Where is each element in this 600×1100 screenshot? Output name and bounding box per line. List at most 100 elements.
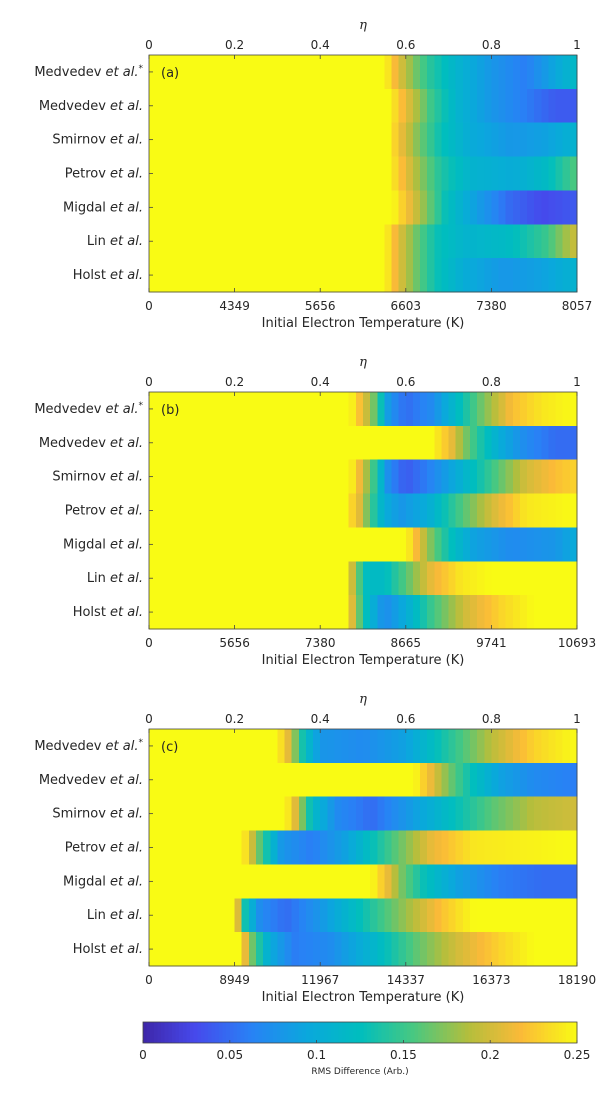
heatmap-cell [377,796,385,832]
heatmap-cell [370,224,378,259]
heatmap-cell [163,898,171,933]
row-label: Medvedev et al.* [34,64,143,80]
colorbar-swatch [331,1022,336,1043]
heatmap-cell [391,190,400,225]
heatmap-cell [405,55,414,90]
heatmap-cell [384,392,393,427]
heatmap-cell [562,830,571,866]
heatmap-cell [270,830,278,866]
heatmap-cell [470,595,478,630]
heatmap-cell [206,190,214,225]
heatmap-cell [313,156,321,192]
heatmap-cell [484,224,492,259]
heatmap-cell [562,459,571,495]
heatmap-cell [320,190,328,225]
heatmap-cell [170,88,179,124]
heatmap-cell [569,561,578,596]
heatmap-cell [548,258,557,293]
heatmap-cell [348,830,357,866]
heatmap-cell [241,595,250,630]
heatmap-cell [355,762,364,798]
heatmap-cell [491,425,500,461]
heatmap-cell [370,762,378,798]
heatmap-cell [206,830,214,866]
heatmap-cell [555,190,564,225]
heatmap-cell [341,190,350,225]
heatmap-cell [548,55,557,90]
heatmap-cell [512,55,521,90]
heatmap-cell [170,156,179,192]
heatmap-cell [377,392,385,427]
heatmap-cell [527,459,535,495]
heatmap-cell [491,392,500,427]
heatmap-cell [434,729,443,764]
heatmap-cell [455,729,464,764]
heatmap-cell [370,898,378,933]
colorbar-swatch [237,1022,242,1043]
heatmap-cell [527,898,535,933]
heatmap-cell [427,459,435,495]
heatmap-cell [191,88,200,124]
colorbar-swatch [439,1022,444,1043]
colorbar-swatch [244,1022,249,1043]
heatmap-cell [227,932,236,967]
heatmap-cell [156,561,164,596]
heatmap-cell [305,830,314,866]
heatmap-cell [206,932,214,967]
heatmap-cell [434,258,443,293]
heatmap-cell [248,493,257,529]
heatmap-cell [505,156,514,192]
plot-frame [148,728,578,967]
colorbar-swatch [378,1022,383,1043]
heatmap-cell [291,258,300,293]
x2-axis-label: η [359,355,367,370]
heatmap-cell [206,392,214,427]
heatmap-cell [377,898,385,933]
heatmap-cell [427,88,435,124]
heatmap-cell [470,55,478,90]
heatmap-cell [355,258,364,293]
heatmap-cell [519,932,528,967]
heatmap-cell [505,830,514,866]
heatmap-cell [220,392,229,427]
heatmap-cell [198,898,207,933]
heatmap-cell [391,55,400,90]
heatmap-cell [363,224,371,259]
colorbar-swatch [143,1022,148,1043]
heatmap-cell [191,762,200,798]
heatmap-cell [398,762,407,798]
heatmap-cell [334,595,343,630]
heatmap-cell [462,392,471,427]
heatmap-cell [484,122,492,158]
colorbar-swatch [168,1022,173,1043]
heatmap-cell [284,88,293,124]
heatmap-cell [256,459,264,495]
heatmap-cell [434,88,443,124]
heatmap-cell [248,527,257,562]
heatmap-cell [569,493,578,529]
heatmap-cell [163,527,171,562]
heatmap-cell [512,88,521,124]
heatmap-cell [555,258,564,293]
heatmap-cell [370,156,378,192]
heatmap-cell [405,527,414,562]
heatmap-cell [462,224,471,259]
heatmap-cell [248,88,257,124]
row-label-etal: et al. [110,436,143,451]
colorbar-swatch [200,1022,206,1043]
heatmap-cell [291,459,300,495]
row-label: Holst et al. [73,942,143,957]
heatmap-cell [184,55,193,90]
heatmap-cell [156,932,164,967]
heatmap-cell [541,55,550,90]
heatmap-cell [284,595,293,630]
colorbar-swatch [562,1022,567,1043]
heatmap-cell [398,224,407,259]
heatmap-cell [305,156,314,192]
colorbar-swatch [291,1022,296,1043]
x2-tick-label: 0.2 [225,712,244,726]
heatmap-cell [541,122,550,158]
heatmap-cell [455,595,464,630]
heatmap-cell [327,459,336,495]
heatmap-cell [512,864,521,899]
